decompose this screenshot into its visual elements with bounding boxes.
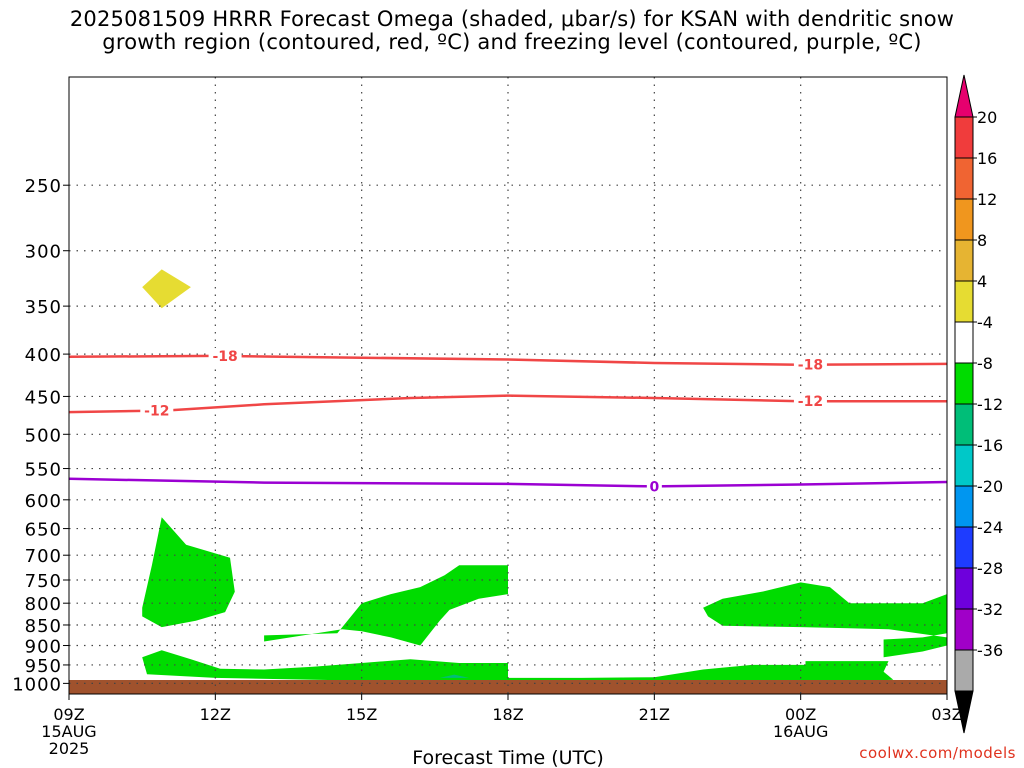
colorbar-label-12: -32 [977, 600, 1003, 619]
x-tick-label-15Z: 15Z [346, 705, 377, 724]
y-tick-label-350: 350 [25, 297, 62, 318]
omega-region-4 [142, 650, 894, 684]
x-date-label-16AUG: 16AUG [773, 722, 828, 741]
colorbar-label-0: 20 [977, 108, 997, 127]
colorbar-swatch-1 [954, 116, 974, 159]
colorbar-top-arrow [954, 74, 974, 118]
contour-layer: -18 -18 -12 -12 0 [68, 348, 948, 495]
colorbar-swatch-7 [954, 362, 974, 405]
contour-label-bg--12-0 [140, 402, 174, 419]
surface-layer [69, 680, 947, 694]
contour-label--12: -12 [798, 394, 823, 410]
contour-line--12 [68, 394, 947, 414]
contour-label-bg--18-1 [793, 356, 827, 373]
title-line-2: growth region (contoured, red, ºC) and f… [102, 30, 922, 54]
colorbar-swatch-2 [954, 157, 974, 200]
contour-label--12: -12 [144, 404, 169, 420]
x-tick-label-18Z: 18Z [492, 705, 523, 724]
y-tick-label-650: 650 [25, 520, 62, 541]
colorbar-label-3: 8 [977, 231, 987, 250]
y-tick-label-750: 750 [25, 571, 62, 592]
colorbar-label-5: -4 [977, 313, 993, 332]
colorbar-swatch-8 [954, 403, 974, 446]
omega-region-1 [142, 269, 191, 309]
colorbar-label-1: 16 [977, 149, 997, 168]
colorbar-swatch-9 [954, 444, 974, 487]
y-tick-label-950: 950 [25, 656, 62, 677]
x-axis-label: Forecast Time (UTC) [412, 747, 603, 768]
colorbar-swatch-11 [954, 526, 974, 569]
y-tick-label-850: 850 [25, 616, 62, 637]
title-line-1: 2025081509 HRRR Forecast Omega (shaded, … [69, 7, 955, 31]
colorbar-label-10: -24 [977, 518, 1003, 537]
y-tick-label-600: 600 [25, 491, 62, 512]
colorbar-label-6: -8 [977, 354, 993, 373]
colorbar-swatch-4 [954, 239, 974, 282]
y-axis: 2503003504004505005506006507007508008509… [12, 176, 69, 695]
ground-surface [69, 680, 947, 694]
y-tick-label-400: 400 [25, 345, 62, 366]
colorbar-bottom-arrow [954, 690, 974, 734]
omega-region-5 [703, 582, 947, 658]
contour-line-0 [68, 477, 948, 488]
grid-layer [69, 77, 947, 694]
contour-label-0: 0 [649, 479, 659, 495]
colorbar-swatch-14 [954, 649, 974, 692]
y-tick-label-1000: 1000 [12, 674, 62, 695]
contour-label-bg--18-0 [208, 348, 242, 365]
colorbar-label-13: -36 [977, 641, 1003, 660]
contour-label--18: -18 [212, 349, 237, 365]
colorbar: 20 16 12 8 4 -4 -8 -12 -16 -20 -24 -28 -32 -36 [954, 74, 1003, 734]
y-tick-label-300: 300 [25, 242, 62, 263]
colorbar-swatch-5 [954, 280, 974, 323]
omega-region-3 [264, 565, 508, 646]
x-tick-label-21Z: 21Z [639, 705, 670, 724]
x-tick-label-00Z: 00Z [785, 705, 816, 724]
y-tick-label-500: 500 [25, 425, 62, 446]
y-tick-label-900: 900 [25, 637, 62, 658]
contour-label--18: -18 [798, 358, 823, 374]
colorbar-swatch-10 [954, 485, 974, 528]
colorbar-label-2: 12 [977, 190, 997, 209]
x-tick-label-12Z: 12Z [200, 705, 231, 724]
omega-region-2 [142, 517, 235, 628]
colorbar-swatch-13 [954, 608, 974, 651]
y-tick-label-250: 250 [25, 176, 62, 197]
colorbar-label-8: -16 [977, 436, 1003, 455]
y-tick-label-800: 800 [25, 594, 62, 615]
site-credit: coolwx.com/models [859, 744, 1016, 762]
colorbar-label-7: -12 [977, 395, 1003, 414]
x-tick-label-09Z: 09Z [53, 705, 84, 724]
y-tick-label-550: 550 [25, 460, 62, 481]
colorbar-swatch-12 [954, 567, 974, 610]
omega-shading-layer [142, 269, 947, 684]
contour-label-bg-0-0 [646, 478, 662, 495]
x-date-label-15AUG: 15AUG [41, 722, 96, 741]
colorbar-swatch-6 [954, 321, 974, 364]
colorbar-label-4: 4 [977, 272, 987, 291]
x-tick-label-03Z: 03Z [931, 705, 962, 724]
omega-region-6 [439, 674, 469, 678]
colorbar-label-11: -28 [977, 559, 1003, 578]
y-tick-label-450: 450 [25, 387, 62, 408]
page-title: 2025081509 HRRR Forecast Omega (shaded, … [0, 8, 1024, 54]
contour-label-bg--12-1 [793, 393, 827, 410]
colorbar-label-9: -20 [977, 477, 1003, 496]
x-year-label: 2025 [49, 739, 90, 758]
y-tick-label-700: 700 [25, 546, 62, 567]
colorbar-swatch-3 [954, 198, 974, 241]
